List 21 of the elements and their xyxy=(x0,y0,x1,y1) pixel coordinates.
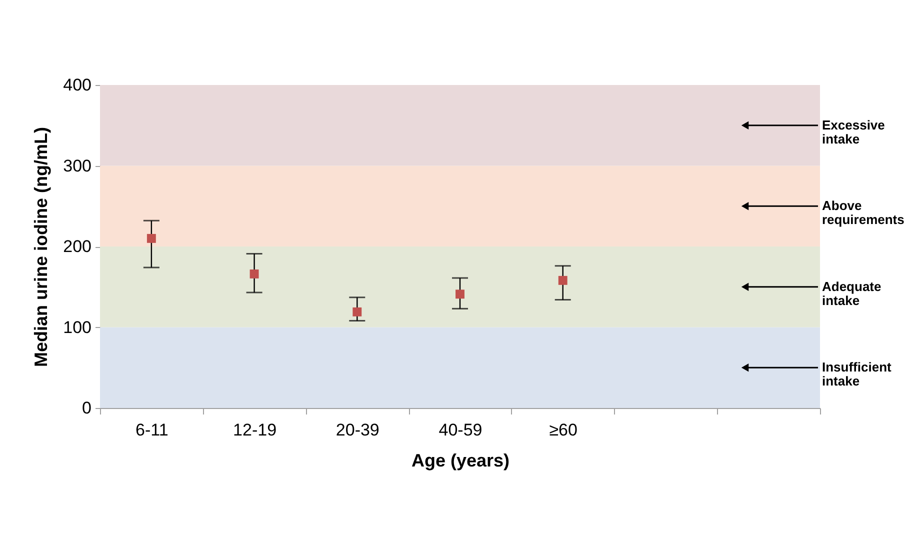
x-tick-label: 6-11 xyxy=(136,420,168,440)
x-tick-label: 12-19 xyxy=(233,420,277,440)
band-label: Adequate intake xyxy=(822,278,882,308)
x-tick-label: ≥60 xyxy=(549,420,578,440)
point xyxy=(250,269,259,278)
y-tick-label: 200 xyxy=(63,237,92,256)
y-axis-title: Median urine iodine (ng/mL) xyxy=(31,127,52,367)
y-tick-label: 400 xyxy=(63,76,92,94)
x-tick-label: 40-59 xyxy=(438,420,482,440)
y-tick-label: 300 xyxy=(63,156,92,176)
point xyxy=(456,290,464,299)
band-label: Excessive intake xyxy=(822,117,885,146)
y-tick-label: 0 xyxy=(82,398,92,418)
x-axis-title: Age (years) xyxy=(411,450,510,470)
band-label: Insufficient intake xyxy=(822,360,892,389)
point xyxy=(558,276,568,285)
y-tick-label: 100 xyxy=(63,318,92,337)
point xyxy=(352,307,362,316)
band-label: Above requirements xyxy=(822,198,904,228)
x-tick-label: 20-39 xyxy=(336,420,380,440)
point xyxy=(146,234,156,243)
